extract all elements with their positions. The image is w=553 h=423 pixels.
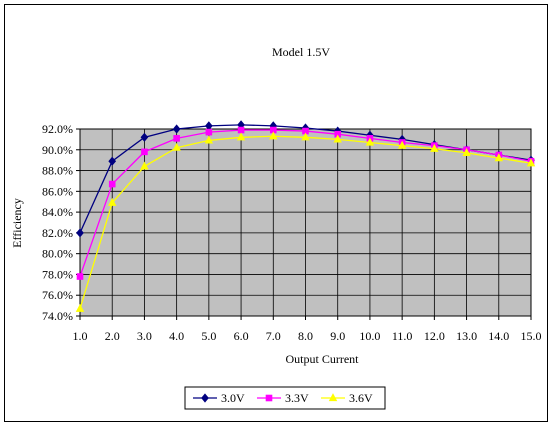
x-tick-label: 14.0 [488,329,509,343]
data-point [108,156,117,166]
x-tick-label: 10.0 [359,329,380,343]
data-point [397,140,407,149]
x-tick-label: 5.0 [201,329,216,343]
data-point [75,303,85,312]
data-point [172,142,181,151]
x-tick-label: 1.0 [73,329,88,343]
data-point [205,128,213,136]
data-point [173,135,180,142]
legend-marker [328,393,338,402]
x-tick-label: 8.0 [298,329,313,343]
x-tick-label: 13.0 [456,329,477,343]
x-tick-label: 7.0 [266,329,281,343]
data-point [237,126,245,134]
series-3-6V [75,131,536,312]
y-axis-label: Efficiency [10,198,24,248]
data-point [494,153,504,162]
x-tick-label: 12.0 [424,329,445,343]
data-point [236,132,246,141]
data-point [140,132,149,142]
y-tick-label: 80.0% [42,247,73,261]
plot-area: 74.0% 76.0% 78.0% 80.0% 82.0% 84.0% 86.0% 88.0%… [42,120,542,343]
data-point [140,161,149,170]
efficiency-line-chart: Model 1.5V 74.0% 76.0% 78.0% 80.0% 82.0% 84.0… [10,45,542,410]
y-tick-label: 84.0% [42,205,73,219]
data-point [76,228,84,238]
data-point [430,143,439,152]
data-point [333,134,342,143]
data-point [269,131,278,140]
data-point [204,135,214,144]
data-point [108,180,116,188]
legend-marker [265,394,273,402]
y-tick-label: 88.0% [42,164,73,178]
legend-label: 3.0V [221,391,245,405]
y-tick-label: 78.0% [42,267,73,281]
y-tick-label: 76.0% [42,288,73,302]
x-axis-label: Output Current [286,352,360,366]
x-tick-label: 15.0 [521,329,542,343]
x-tick-label: 2.0 [105,329,120,343]
data-point [172,124,181,134]
y-tick-label: 82.0% [42,226,73,240]
data-point [301,132,310,141]
legend-box [184,386,386,410]
chart-area: Model 1.5V 74.0% 76.0% 78.0% 80.0% 82.0% 84.0… [4,4,548,422]
data-point [462,148,471,156]
x-tick-label: 11.0 [392,329,413,343]
x-tick-label: 3.0 [137,329,152,343]
data-point [526,158,536,167]
y-tick-label: 90.0% [42,143,73,157]
legend-marker [201,393,209,403]
data-point [107,197,117,206]
legend-label: 3.6V [349,391,373,405]
chart-title: Model 1.5V [272,45,330,59]
y-tick-label: 74.0% [42,309,73,323]
data-point [76,273,84,280]
y-tick-label: 92.0% [42,122,73,136]
legend-label: 3.3V [285,391,309,405]
x-tick-label: 9.0 [330,329,345,343]
data-point [141,148,148,156]
legend: 3.0V 3.3V 3.6V [184,386,386,410]
y-tick-label: 86.0% [42,184,73,198]
data-point [365,137,375,146]
x-tick-label: 4.0 [169,329,184,343]
x-tick-label: 6.0 [234,329,249,343]
